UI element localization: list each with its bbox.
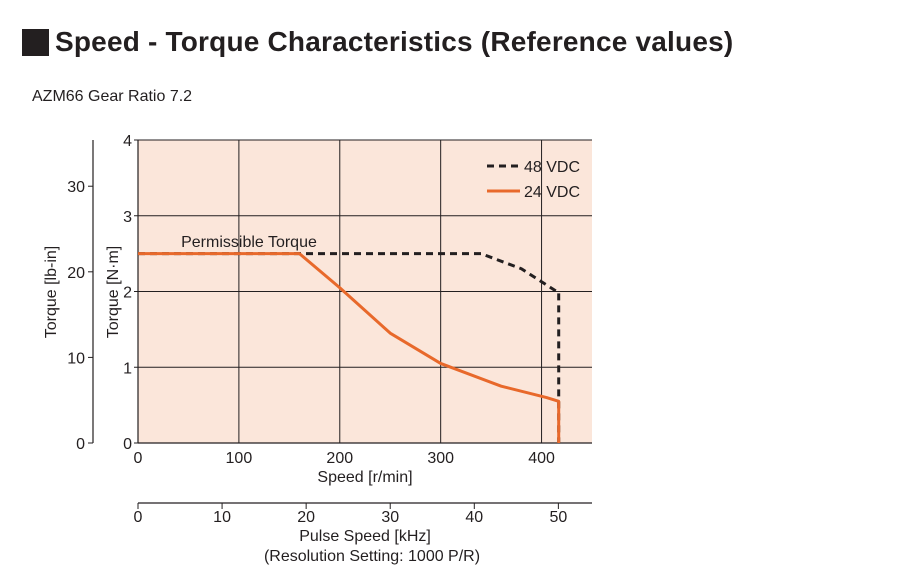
x-tick-label: 100 xyxy=(226,450,253,467)
secondary-x-tick-label: 0 xyxy=(134,509,143,526)
secondary-y-tick-label: 0 xyxy=(76,436,85,453)
y-tick-label: 3 xyxy=(123,209,132,226)
secondary-x-tick-label: 10 xyxy=(213,509,231,526)
series-line-24vdc xyxy=(138,252,561,443)
y-tick-label: 0 xyxy=(123,436,132,453)
secondary-x-tick-label: 50 xyxy=(549,509,567,526)
y-tick-label: 1 xyxy=(123,360,132,377)
y-tick-label: 4 xyxy=(123,133,132,150)
page-title: Speed - Torque Characteristics (Referenc… xyxy=(55,26,734,57)
secondary-y-tick-label: 30 xyxy=(67,179,85,196)
secondary-y-axis-title: Torque [lb-in] xyxy=(43,246,60,339)
title-row: Speed - Torque Characteristics (Referenc… xyxy=(22,26,733,58)
page-subtitle: AZM66 Gear Ratio 7.2 xyxy=(32,88,193,105)
secondary-x-tick-label: 20 xyxy=(297,509,315,526)
x-axis-title: Speed [r/min] xyxy=(317,469,412,486)
x-tick-label: 400 xyxy=(528,450,555,467)
permissible-torque-annotation: Permissible Torque xyxy=(181,234,317,251)
secondary-y-tick-label: 20 xyxy=(67,265,85,282)
y-axis-title: Torque [N·m] xyxy=(105,246,122,338)
legend-label-48vdc: 48 VDC xyxy=(524,159,580,176)
secondary-x-tick-label: 40 xyxy=(465,509,483,526)
x-tick-label: 200 xyxy=(326,450,353,467)
legend-label-24vdc: 24 VDC xyxy=(524,184,580,201)
secondary-y-tick-label: 10 xyxy=(67,350,85,367)
secondary-x-axis-title: Pulse Speed [kHz] xyxy=(299,528,431,545)
x-tick-label: 0 xyxy=(134,450,143,467)
y-tick-label: 2 xyxy=(123,285,132,302)
x-tick-label: 300 xyxy=(427,450,454,467)
secondary-x-tick-label: 30 xyxy=(381,509,399,526)
title-square-icon xyxy=(22,28,49,56)
secondary-x-axis-note: (Resolution Setting: 1000 P/R) xyxy=(264,548,480,565)
